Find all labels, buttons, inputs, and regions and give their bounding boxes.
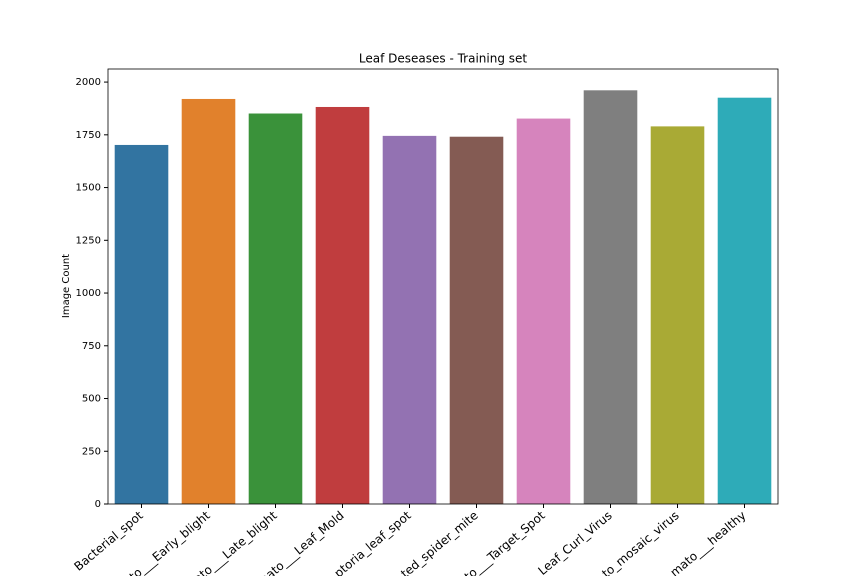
y-tick-label: 2000 [76, 77, 101, 88]
y-tick-label: 1500 [76, 183, 101, 194]
y-tick-label: 1750 [76, 130, 101, 141]
x-tick-label: Bacterial_spot [71, 508, 145, 574]
bar [717, 97, 772, 505]
bar [181, 98, 236, 504]
y-tick-label: 750 [82, 341, 101, 352]
y-tick-label: 500 [82, 394, 101, 405]
bar [583, 90, 638, 505]
plot-frame [107, 68, 779, 505]
chart-title: Leaf Deseases - Training set [359, 52, 528, 66]
y-tick-label: 250 [82, 446, 101, 457]
bar [248, 113, 303, 505]
y-axis-label: Image Count [61, 254, 72, 318]
y-tick-label: 1250 [76, 235, 101, 246]
bar [449, 136, 504, 504]
bar [382, 135, 437, 504]
y-tick-label: 0 [95, 499, 101, 510]
bar [650, 126, 705, 505]
bar [114, 144, 169, 504]
bar [315, 106, 370, 504]
bar [516, 118, 571, 504]
y-tick-label: 1000 [76, 288, 101, 299]
